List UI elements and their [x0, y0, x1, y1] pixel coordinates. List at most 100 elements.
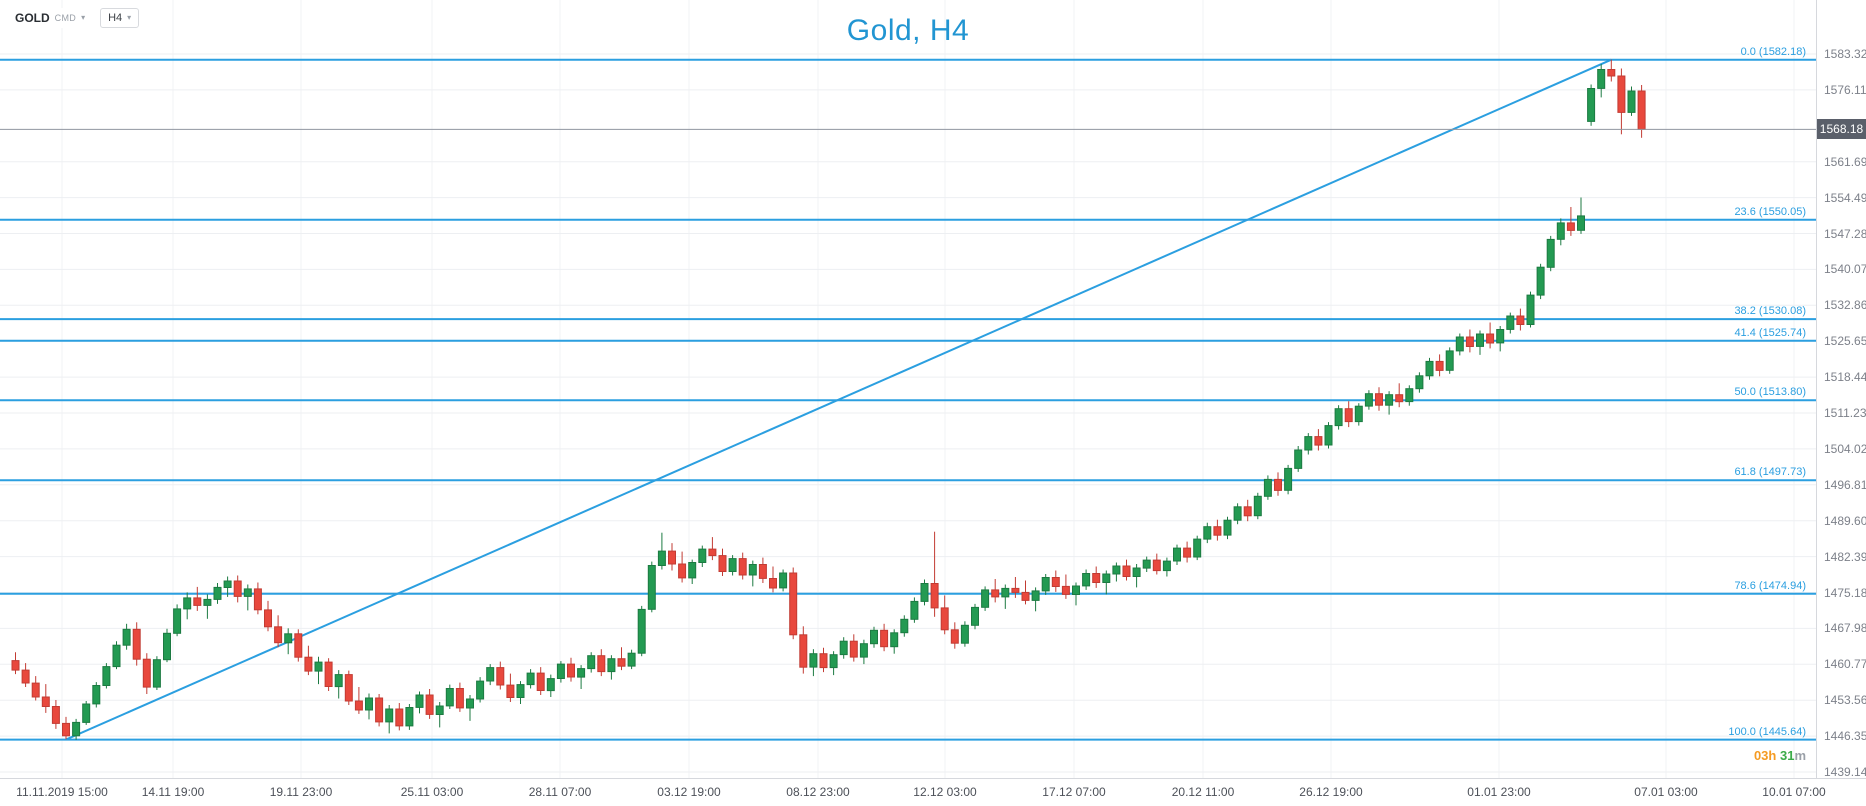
candle-body: [900, 618, 909, 634]
candle-body: [233, 580, 242, 597]
candle-body: [779, 572, 788, 589]
candle-body: [365, 697, 373, 711]
price-tick-label: 1547.28: [1824, 226, 1866, 241]
candle-body: [1183, 547, 1192, 558]
candle-body: [1173, 547, 1181, 562]
candle-body: [1334, 408, 1343, 427]
candle-body: [152, 659, 161, 688]
candle-body: [890, 632, 899, 648]
candle-body: [203, 598, 212, 606]
price-tick-label: 1511.23: [1824, 406, 1866, 420]
price-tick-label: 1554.49: [1824, 190, 1866, 205]
candle-body: [930, 583, 939, 609]
price-axis[interactable]: 1583.32 1576.11 1561.69 1554.49 1547.28 1540.…: [1816, 0, 1866, 779]
price-tick-label: 1439.14: [1824, 765, 1866, 779]
candle-body: [1364, 393, 1373, 407]
candle-body: [1395, 394, 1404, 403]
time-tick-label: 07.01 03:00: [1634, 785, 1698, 799]
candle-body: [1506, 315, 1515, 330]
time-tick-label: 03.12 19:00: [657, 785, 721, 799]
candle-body: [486, 667, 495, 682]
candle-body: [274, 626, 283, 644]
candle-body: [991, 589, 1000, 598]
candle-body: [668, 550, 676, 565]
candle-body: [11, 660, 20, 671]
candle-body: [1294, 449, 1303, 469]
candle-body: [1445, 350, 1454, 371]
candle-body: [607, 658, 616, 673]
candle-body: [51, 706, 60, 724]
time-tick-label: 20.12 11:00: [1171, 785, 1235, 799]
symbol-label: GOLD: [15, 11, 50, 25]
candle-body: [981, 589, 990, 608]
candle-body: [597, 655, 606, 673]
candle-body: [1253, 495, 1262, 517]
time-tick-label: 28.11 07:00: [528, 785, 592, 799]
candle-body: [728, 558, 737, 572]
candle-body: [1162, 560, 1171, 572]
candle-body: [1385, 394, 1394, 406]
candle-body: [41, 696, 50, 707]
candle-body: [647, 565, 656, 610]
price-tick-label: 1504.02: [1824, 441, 1866, 456]
candle-body: [799, 634, 808, 668]
candle-body: [415, 694, 424, 708]
candle-body: [1132, 567, 1141, 577]
trendline[interactable]: [65, 58, 1612, 741]
candle-body: [880, 629, 889, 648]
candle-body: [334, 674, 343, 688]
price-tick-label: 1583.32: [1824, 47, 1866, 61]
price-tick-label: 1475.18: [1824, 585, 1866, 600]
candle-body: [657, 550, 666, 566]
candle-body: [1516, 315, 1525, 325]
candle-body: [354, 700, 363, 711]
candle-body: [31, 682, 40, 698]
candle-body: [789, 572, 798, 636]
candle-body: [445, 688, 454, 707]
candle-body: [920, 583, 929, 602]
candle-body: [92, 685, 101, 705]
timeframe-label: H4: [108, 12, 123, 24]
candle-body: [870, 629, 878, 645]
time-tick-label: 12.12 03:00: [913, 785, 977, 799]
candle-body: [910, 600, 919, 620]
candle-body: [1577, 215, 1585, 231]
price-tick-label: 1496.81: [1824, 477, 1866, 492]
candle-body: [567, 663, 575, 678]
candle-body: [213, 586, 222, 600]
price-tick-label: 1460.77: [1824, 657, 1866, 672]
candle-body: [314, 661, 323, 672]
candle-body: [577, 668, 586, 678]
candle-body: [1324, 425, 1333, 446]
candle-body: [708, 548, 717, 557]
candle-body: [223, 580, 232, 588]
candle-body: [1587, 88, 1596, 122]
toolbar: GOLD CMD ▾ H4 ▾: [8, 8, 140, 28]
candle-body: [1314, 436, 1323, 446]
candle-body: [1566, 222, 1575, 231]
candle-body: [102, 666, 111, 686]
candle-body: [526, 672, 535, 686]
candle-body: [466, 698, 474, 709]
candle-body: [637, 608, 646, 654]
candle-body: [960, 624, 969, 644]
candle-body: [1425, 360, 1434, 377]
candle-body: [62, 722, 70, 737]
price-tick-label: 1576.11: [1824, 82, 1866, 97]
candle-body: [173, 608, 182, 634]
candle-body: [1051, 577, 1060, 587]
time-tick-label: 17.12 07:00: [1042, 785, 1106, 799]
candle-body: [1284, 467, 1293, 491]
price-tick-label: 1467.98: [1824, 621, 1866, 636]
candle-body: [82, 703, 91, 723]
timeframe-selector[interactable]: H4 ▾: [100, 8, 140, 28]
candle-body: [1546, 238, 1555, 268]
candle-body: [1536, 266, 1545, 296]
time-tick-label: 01.01 23:00: [1467, 785, 1531, 799]
candle-body: [1526, 294, 1535, 326]
symbol-selector[interactable]: GOLD CMD ▾: [8, 8, 93, 28]
time-axis[interactable]: 11.11.2019 15:00 14.11 19:00 19.11 23:00 25…: [0, 778, 1866, 806]
candle-body: [556, 663, 565, 679]
candle-body: [950, 629, 959, 644]
